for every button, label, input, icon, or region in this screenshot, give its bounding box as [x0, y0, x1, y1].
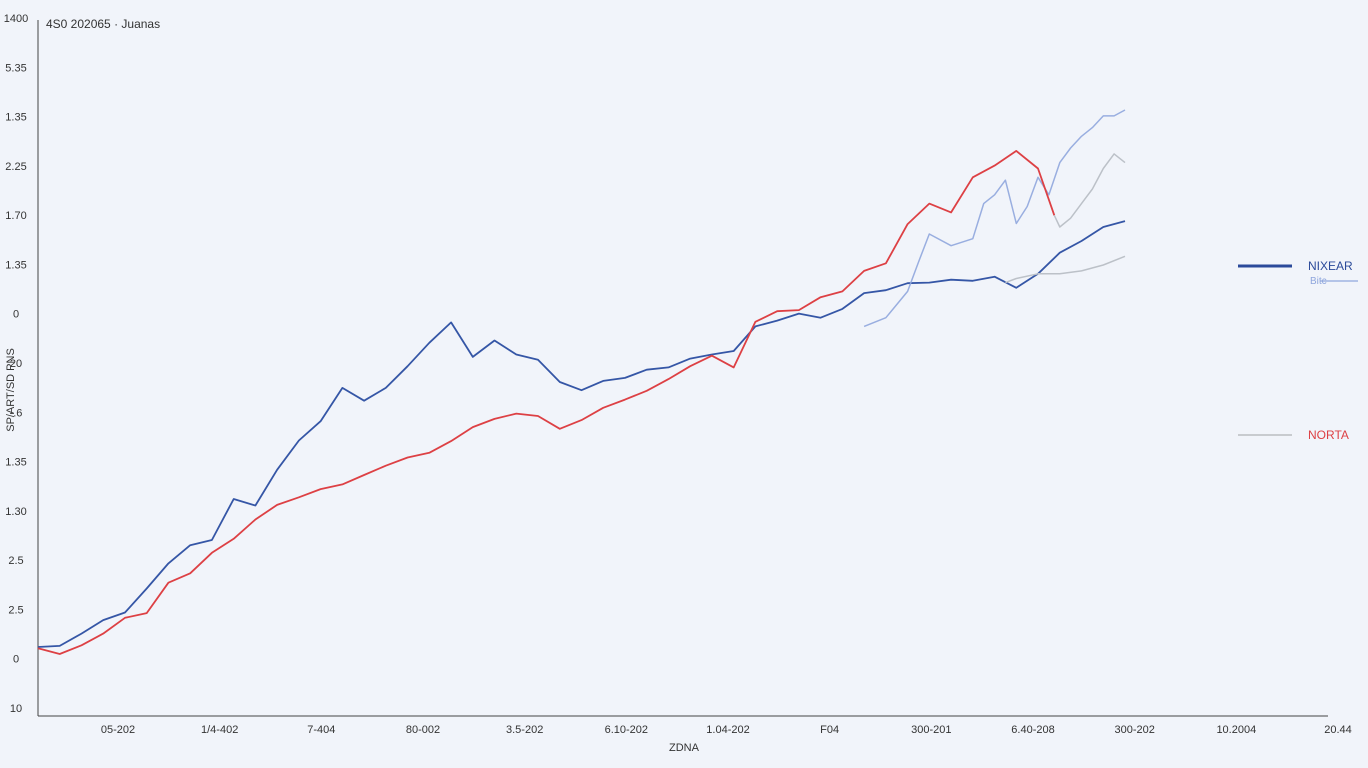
legend-label-norta: NORTA	[1308, 428, 1349, 442]
y-tick-label: 1.35	[5, 457, 26, 469]
y-tick-label: 1.35	[5, 112, 26, 124]
x-tick-label: 05-202	[101, 724, 135, 736]
y-tick-label: 1400	[4, 13, 28, 25]
x-tick-label: 300-201	[911, 724, 951, 736]
y-tick-label: -.6	[10, 407, 23, 419]
axes	[37, 20, 1328, 717]
x-tick-label: 1/4-402	[201, 724, 238, 736]
series-line-4	[1053, 153, 1126, 228]
y-tick-label: 5.35	[5, 62, 26, 74]
x-tick-label: 10.2004	[1216, 724, 1256, 736]
x-tick-label: 3.5-202	[506, 724, 543, 736]
y-tick-label: 2.25	[5, 161, 26, 173]
y-tick-label: 1.30	[5, 506, 26, 518]
series-line-0	[37, 220, 1126, 648]
series-line-3	[1005, 255, 1126, 284]
y-tick-label: 0	[13, 309, 19, 321]
legend-label-nixear: NIXEAR	[1308, 259, 1353, 273]
y-tick-label: 2.5	[8, 604, 23, 616]
x-tick-label: 300-202	[1114, 724, 1154, 736]
y-tick-label: 2.5	[8, 555, 23, 567]
y-tick-labels: 1400 5.35 1.35 2.25 1.70 1.35 0 20 -.6 1.35 1.30 2.…	[4, 13, 28, 715]
chart-title: 4S0 202065 · Juanas	[46, 17, 160, 31]
x-tick-label: 6.40-208	[1011, 724, 1054, 736]
x-tick-labels: 05-202 1/4-402 7-404 80-002 3.5-202 6.10-202 1…	[101, 724, 1352, 736]
y-tick-label: 20	[10, 358, 22, 370]
x-tick-label: 1.04-202	[706, 724, 749, 736]
y-tick-label: 10	[10, 703, 22, 715]
x-tick-label: 6.10-202	[605, 724, 648, 736]
legend: NIXEAR Bitc NORTA	[1238, 259, 1358, 442]
y-tick-label: 1.35	[5, 259, 26, 271]
x-tick-label: 7-404	[307, 724, 335, 736]
x-axis-label: ZDNA	[669, 742, 700, 754]
x-tick-label: F04	[820, 724, 839, 736]
series-line-1	[863, 109, 1126, 328]
series-lines	[37, 109, 1126, 655]
x-tick-label: 80-002	[406, 724, 440, 736]
y-tick-label: 1.70	[5, 210, 26, 222]
series-line-2	[37, 149, 1056, 655]
y-axis-label: SP/ART/SD PNS	[5, 348, 17, 432]
legend-sublabel-nixear: Bitc	[1310, 276, 1327, 287]
y-tick-label: 0	[13, 654, 19, 666]
x-tick-label: 20.44	[1324, 724, 1352, 736]
